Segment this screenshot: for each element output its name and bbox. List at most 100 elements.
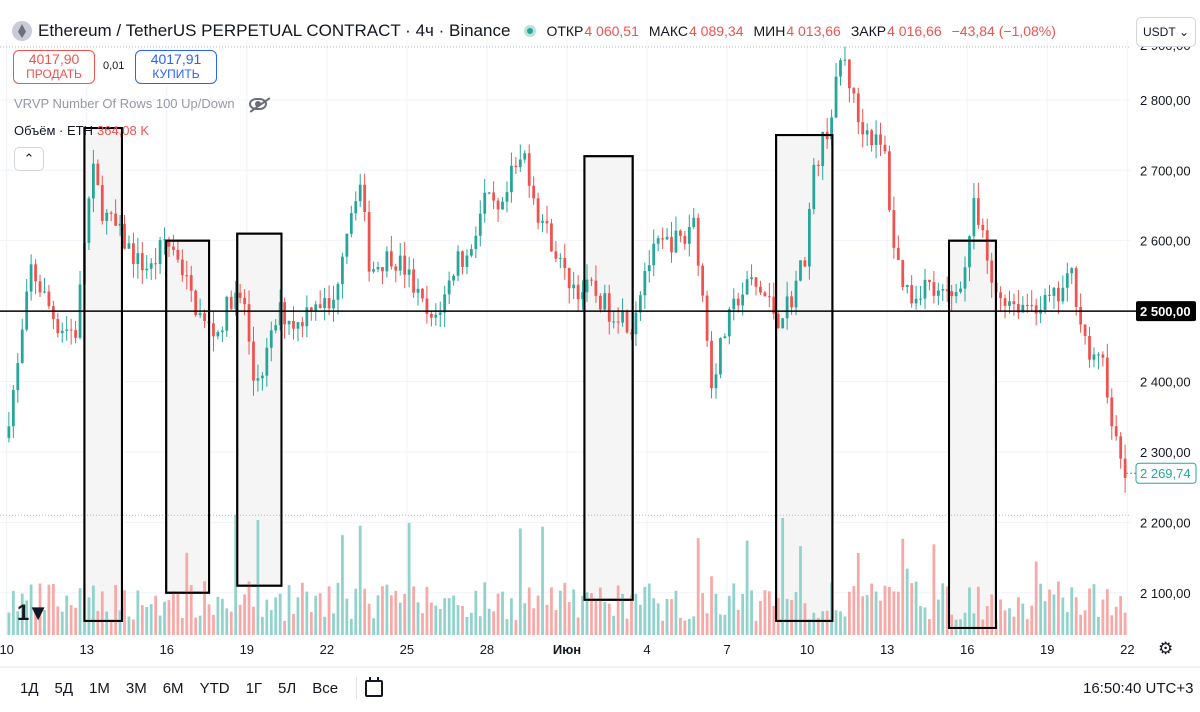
- volume-bar-39: [180, 617, 184, 635]
- volume-bar-165: [741, 593, 745, 635]
- candle-body-127: [572, 284, 576, 289]
- volume-bar-83: [376, 595, 380, 635]
- tradingview-logo-icon[interactable]: 1▼: [17, 600, 49, 625]
- volume-bar-246: [1101, 599, 1105, 635]
- candle-body-178: [799, 260, 802, 281]
- candle-body-18: [87, 198, 91, 243]
- candle-body-211: [945, 289, 949, 292]
- buy-button[interactable]: 4017,91 КУПИТЬ: [135, 50, 217, 84]
- candle-body-0: [7, 426, 11, 438]
- y-tick-6: 2 200,00: [1140, 515, 1191, 530]
- volume-bar-68: [309, 612, 313, 635]
- range-button-3[interactable]: 3М: [125, 679, 147, 697]
- range-button-7[interactable]: 5Л: [278, 679, 297, 697]
- clock[interactable]: 16:50:40 UTC+3: [1083, 680, 1194, 697]
- volume-bar-60: [274, 597, 278, 635]
- candle-body-5: [29, 264, 33, 292]
- volume-bar-138: [621, 593, 624, 635]
- candle-body-189: [848, 59, 851, 89]
- candle-body-125: [563, 257, 567, 269]
- y-tick-1: 2 700,00: [1140, 163, 1191, 178]
- volume-bar-190: [852, 586, 856, 635]
- volume-bar-186: [834, 610, 838, 635]
- candle-body-205: [919, 298, 922, 300]
- x-tick-2: 16: [160, 642, 174, 657]
- gear-icon[interactable]: ⚙: [1158, 639, 1174, 658]
- volume-bar-153: [687, 618, 691, 635]
- range-button-2[interactable]: 1М: [89, 679, 110, 697]
- candle-body-166: [745, 279, 749, 295]
- symbol-title[interactable]: Ethereum / TetherUS PERPETUAL CONTRACT ·…: [38, 21, 511, 40]
- candle-body-133: [598, 295, 602, 310]
- candle-body-218: [976, 198, 980, 225]
- volume-bar-32: [149, 604, 153, 635]
- highlight-box-outline-0: [83, 127, 123, 622]
- volume-bar-159: [714, 593, 718, 635]
- candle-body-123: [554, 251, 558, 259]
- volume-bar-164: [736, 609, 740, 635]
- volume-bar-99: [447, 598, 451, 635]
- candle-body-40: [185, 275, 189, 277]
- candle-body-149: [670, 236, 673, 253]
- volume-bar-52: [238, 604, 242, 635]
- range-button-5[interactable]: YTD: [199, 679, 230, 697]
- range-button-4[interactable]: 6М: [162, 679, 184, 697]
- chevron-down-icon: ⌄: [1178, 25, 1189, 39]
- volume-bar-84: [381, 586, 384, 635]
- candle-body-163: [732, 298, 736, 310]
- x-tick-12: 16: [960, 642, 974, 657]
- sell-button[interactable]: 4017,90 ПРОДАТЬ: [13, 50, 95, 84]
- hidden-eye-icon[interactable]: [248, 97, 267, 110]
- candle-body-169: [759, 286, 762, 293]
- volume-bar-160: [719, 614, 722, 635]
- volume-bar-243: [1088, 588, 1091, 635]
- candle-body-159: [714, 374, 718, 389]
- x-tick-11: 13: [880, 642, 894, 657]
- candle-body-238: [1065, 273, 1069, 288]
- volume-bar-167: [750, 590, 753, 635]
- volume-bar-175: [785, 598, 789, 635]
- volume-bar-123: [554, 610, 558, 635]
- calendar-goto-icon[interactable]: [365, 676, 384, 697]
- candle-body-105: [474, 235, 478, 250]
- candle-body-104: [470, 249, 473, 256]
- volume-bar-127: [572, 589, 576, 635]
- candle-body-231: [1034, 305, 1038, 314]
- volume-bar-145: [652, 598, 656, 635]
- volume-bar-117: [527, 587, 531, 635]
- volume-bar-122: [550, 587, 553, 635]
- vrvp-indicator[interactable]: VRVP Number Of Rows 100 Up/Down: [14, 96, 267, 111]
- candle-body-41: [189, 275, 193, 291]
- volume-bar-18: [87, 597, 91, 635]
- candle-body-106: [478, 213, 482, 236]
- x-tick-1: 13: [79, 642, 93, 657]
- volume-indicator[interactable]: Объём · ETH 364,08 K: [14, 123, 149, 138]
- collapse-indicators-button[interactable]: ⌃: [14, 147, 44, 171]
- range-button-1[interactable]: 5Д: [54, 679, 74, 697]
- volume-bar-173: [776, 597, 780, 635]
- volume-bar-108: [487, 608, 491, 635]
- candle-body-188: [843, 59, 847, 61]
- volume-bar-16: [78, 588, 82, 635]
- candle-body-250: [1119, 436, 1123, 459]
- volume-bar-49: [225, 608, 229, 635]
- volume-bar-176: [790, 599, 793, 635]
- currency-select[interactable]: USDT ⌄: [1136, 17, 1196, 47]
- range-button-8[interactable]: Все: [312, 679, 339, 697]
- candle-body-199: [892, 210, 896, 248]
- volume-bar-209: [936, 599, 940, 635]
- range-button-0[interactable]: 1Д: [20, 679, 39, 697]
- candle-body-93: [421, 288, 424, 299]
- candle-body-58: [265, 347, 269, 376]
- range-button-6[interactable]: 1Г: [245, 679, 263, 697]
- volume-bar-221: [990, 594, 994, 635]
- toolbar-divider: [356, 677, 358, 699]
- volume-bar-53: [243, 594, 246, 635]
- spread-value: 0,01: [103, 60, 125, 72]
- candle-body-60: [274, 325, 278, 331]
- sell-label: ПРОДАТЬ: [26, 67, 82, 81]
- candle-body-108: [487, 192, 491, 194]
- candle-body-220: [985, 230, 989, 261]
- candle-body-42: [194, 290, 198, 316]
